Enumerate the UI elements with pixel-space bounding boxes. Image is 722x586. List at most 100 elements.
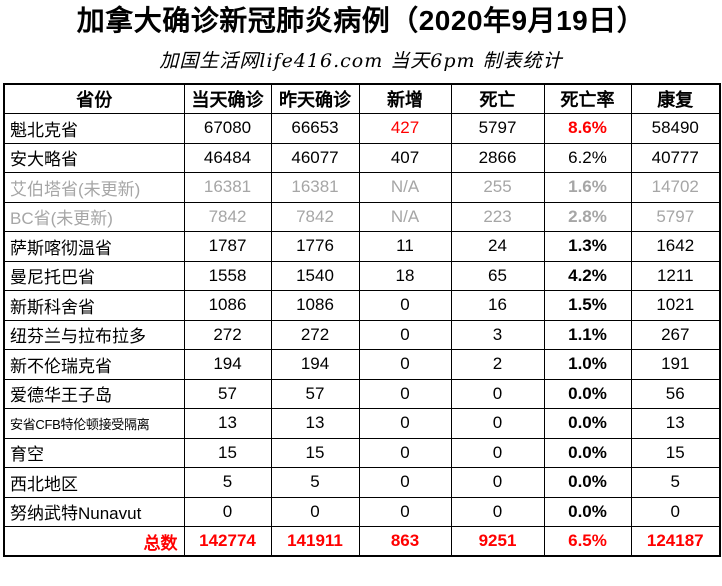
deaths-cell: 5797 xyxy=(450,113,545,144)
recovered-cell: 5797 xyxy=(630,201,721,233)
rate-cell: 0.0% xyxy=(543,378,632,410)
total-rate-cell: 6.5% xyxy=(543,526,632,557)
table-row: 安省CFB特伦顿接受隔离 13 13 0 0 0.0% 13 xyxy=(3,408,721,439)
table-row: 新斯科舍省 1086 1086 0 16 1.5% 1021 xyxy=(3,290,721,321)
today-cell: 1787 xyxy=(183,231,272,262)
rate-cell: 1.3% xyxy=(543,231,632,262)
today-cell: 1086 xyxy=(183,290,272,321)
rate-cell: 0.0% xyxy=(543,437,632,469)
yesterday-cell: 66653 xyxy=(270,113,360,144)
total-added-cell: 863 xyxy=(358,526,452,557)
deaths-cell: 65 xyxy=(450,260,545,292)
rate-cell: 1.5% xyxy=(543,290,632,321)
rate-cell: 4.2% xyxy=(543,260,632,292)
table-row: 艾伯塔省(未更新) 16381 16381 N/A 255 1.6% 14702 xyxy=(3,172,721,203)
table-row: 新不伦瑞克省 194 194 0 2 1.0% 191 xyxy=(3,349,721,380)
added-cell: 0 xyxy=(358,408,452,439)
table-row: BC省(未更新) 7842 7842 N/A 223 2.8% 5797 xyxy=(3,201,721,233)
deaths-cell: 0 xyxy=(450,467,545,498)
page-title: 加拿大确诊新冠肺炎病例（2020年9月19日） xyxy=(76,5,646,36)
added-cell: 0 xyxy=(358,437,452,469)
covid-stats-table: 省份 当天确诊 昨天确诊 新增 死亡 死亡率 康复 魁北克省 67080 66653 427 579… xyxy=(3,83,721,558)
today-cell: 57 xyxy=(183,378,272,410)
added-cell: 0 xyxy=(358,496,452,528)
column-header-1: 当天确诊 xyxy=(183,83,272,115)
table-row: 曼尼托巴省 1558 1540 18 65 4.2% 1211 xyxy=(3,260,721,292)
page-subtitle: 加国生活网life416.com 当天6pm 制表统计 xyxy=(159,50,563,73)
total-recovered-cell: 124187 xyxy=(630,526,721,557)
rate-cell: 0.0% xyxy=(543,408,632,439)
rate-cell: 0.0% xyxy=(543,467,632,498)
province-cell: 纽芬兰与拉布拉多 xyxy=(3,319,185,351)
deaths-cell: 0 xyxy=(450,496,545,528)
yesterday-cell: 194 xyxy=(270,349,360,380)
province-cell: 新不伦瑞克省 xyxy=(3,349,185,380)
deaths-cell: 0 xyxy=(450,408,545,439)
today-cell: 67080 xyxy=(183,113,272,144)
today-cell: 16381 xyxy=(183,172,272,203)
yesterday-cell: 13 xyxy=(270,408,360,439)
total-yesterday-cell: 141911 xyxy=(270,526,360,557)
total-deaths-cell: 9251 xyxy=(450,526,545,557)
yesterday-cell: 0 xyxy=(270,496,360,528)
table-row: 爱德华王子岛 57 57 0 0 0.0% 56 xyxy=(3,378,721,410)
added-cell: N/A xyxy=(358,201,452,233)
today-cell: 272 xyxy=(183,319,272,351)
yesterday-cell: 57 xyxy=(270,378,360,410)
today-cell: 5 xyxy=(183,467,272,498)
header-row: 省份 当天确诊 昨天确诊 新增 死亡 死亡率 康复 xyxy=(3,83,721,115)
yesterday-cell: 1776 xyxy=(270,231,360,262)
added-cell: 11 xyxy=(358,231,452,262)
recovered-cell: 5 xyxy=(630,467,721,498)
added-cell: 0 xyxy=(358,319,452,351)
recovered-cell: 1021 xyxy=(630,290,721,321)
deaths-cell: 255 xyxy=(450,172,545,203)
deaths-cell: 2 xyxy=(450,349,545,380)
column-header-0: 省份 xyxy=(3,83,185,115)
province-cell: 西北地区 xyxy=(3,467,185,498)
yesterday-cell: 1086 xyxy=(270,290,360,321)
rate-cell: 8.6% xyxy=(543,113,632,144)
yesterday-cell: 7842 xyxy=(270,201,360,233)
table-row: 安大略省 46484 46077 407 2866 6.2% 40777 xyxy=(3,142,721,174)
deaths-cell: 3 xyxy=(450,319,545,351)
added-cell: 0 xyxy=(358,378,452,410)
province-cell: 努纳武特Nunavut xyxy=(3,496,185,528)
rate-cell: 6.2% xyxy=(543,142,632,174)
province-cell: 安大略省 xyxy=(3,142,185,174)
column-header-4: 死亡 xyxy=(450,83,545,115)
column-header-3: 新增 xyxy=(358,83,452,115)
recovered-cell: 1211 xyxy=(630,260,721,292)
added-cell: N/A xyxy=(358,172,452,203)
today-cell: 7842 xyxy=(183,201,272,233)
today-cell: 13 xyxy=(183,408,272,439)
table-body: 魁北克省 67080 66653 427 5797 8.6% 58490 安大略省 46484 4… xyxy=(3,113,721,557)
rate-cell: 1.1% xyxy=(543,319,632,351)
page: 加拿大确诊新冠肺炎病例（2020年9月19日） 加国生活网life416.com… xyxy=(3,5,721,558)
yesterday-cell: 1540 xyxy=(270,260,360,292)
recovered-cell: 1642 xyxy=(630,231,721,262)
province-cell: 新斯科舍省 xyxy=(3,290,185,321)
deaths-cell: 16 xyxy=(450,290,545,321)
yesterday-cell: 5 xyxy=(270,467,360,498)
added-cell: 407 xyxy=(358,142,452,174)
recovered-cell: 14702 xyxy=(630,172,721,203)
column-header-6: 康复 xyxy=(630,83,721,115)
recovered-cell: 58490 xyxy=(630,113,721,144)
total-label-cell: 总数 xyxy=(3,526,185,557)
deaths-cell: 0 xyxy=(450,378,545,410)
rate-cell: 1.0% xyxy=(543,349,632,380)
recovered-cell: 0 xyxy=(630,496,721,528)
province-cell: 萨斯喀彻温省 xyxy=(3,231,185,262)
province-cell: 安省CFB特伦顿接受隔离 xyxy=(3,408,185,439)
deaths-cell: 24 xyxy=(450,231,545,262)
today-cell: 15 xyxy=(183,437,272,469)
yesterday-cell: 16381 xyxy=(270,172,360,203)
column-header-5: 死亡率 xyxy=(543,83,632,115)
total-today-cell: 142774 xyxy=(183,526,272,557)
today-cell: 46484 xyxy=(183,142,272,174)
recovered-cell: 13 xyxy=(630,408,721,439)
added-cell: 0 xyxy=(358,467,452,498)
added-cell: 18 xyxy=(358,260,452,292)
total-row: 总数 142774 141911 863 9251 6.5% 124187 xyxy=(3,526,721,557)
